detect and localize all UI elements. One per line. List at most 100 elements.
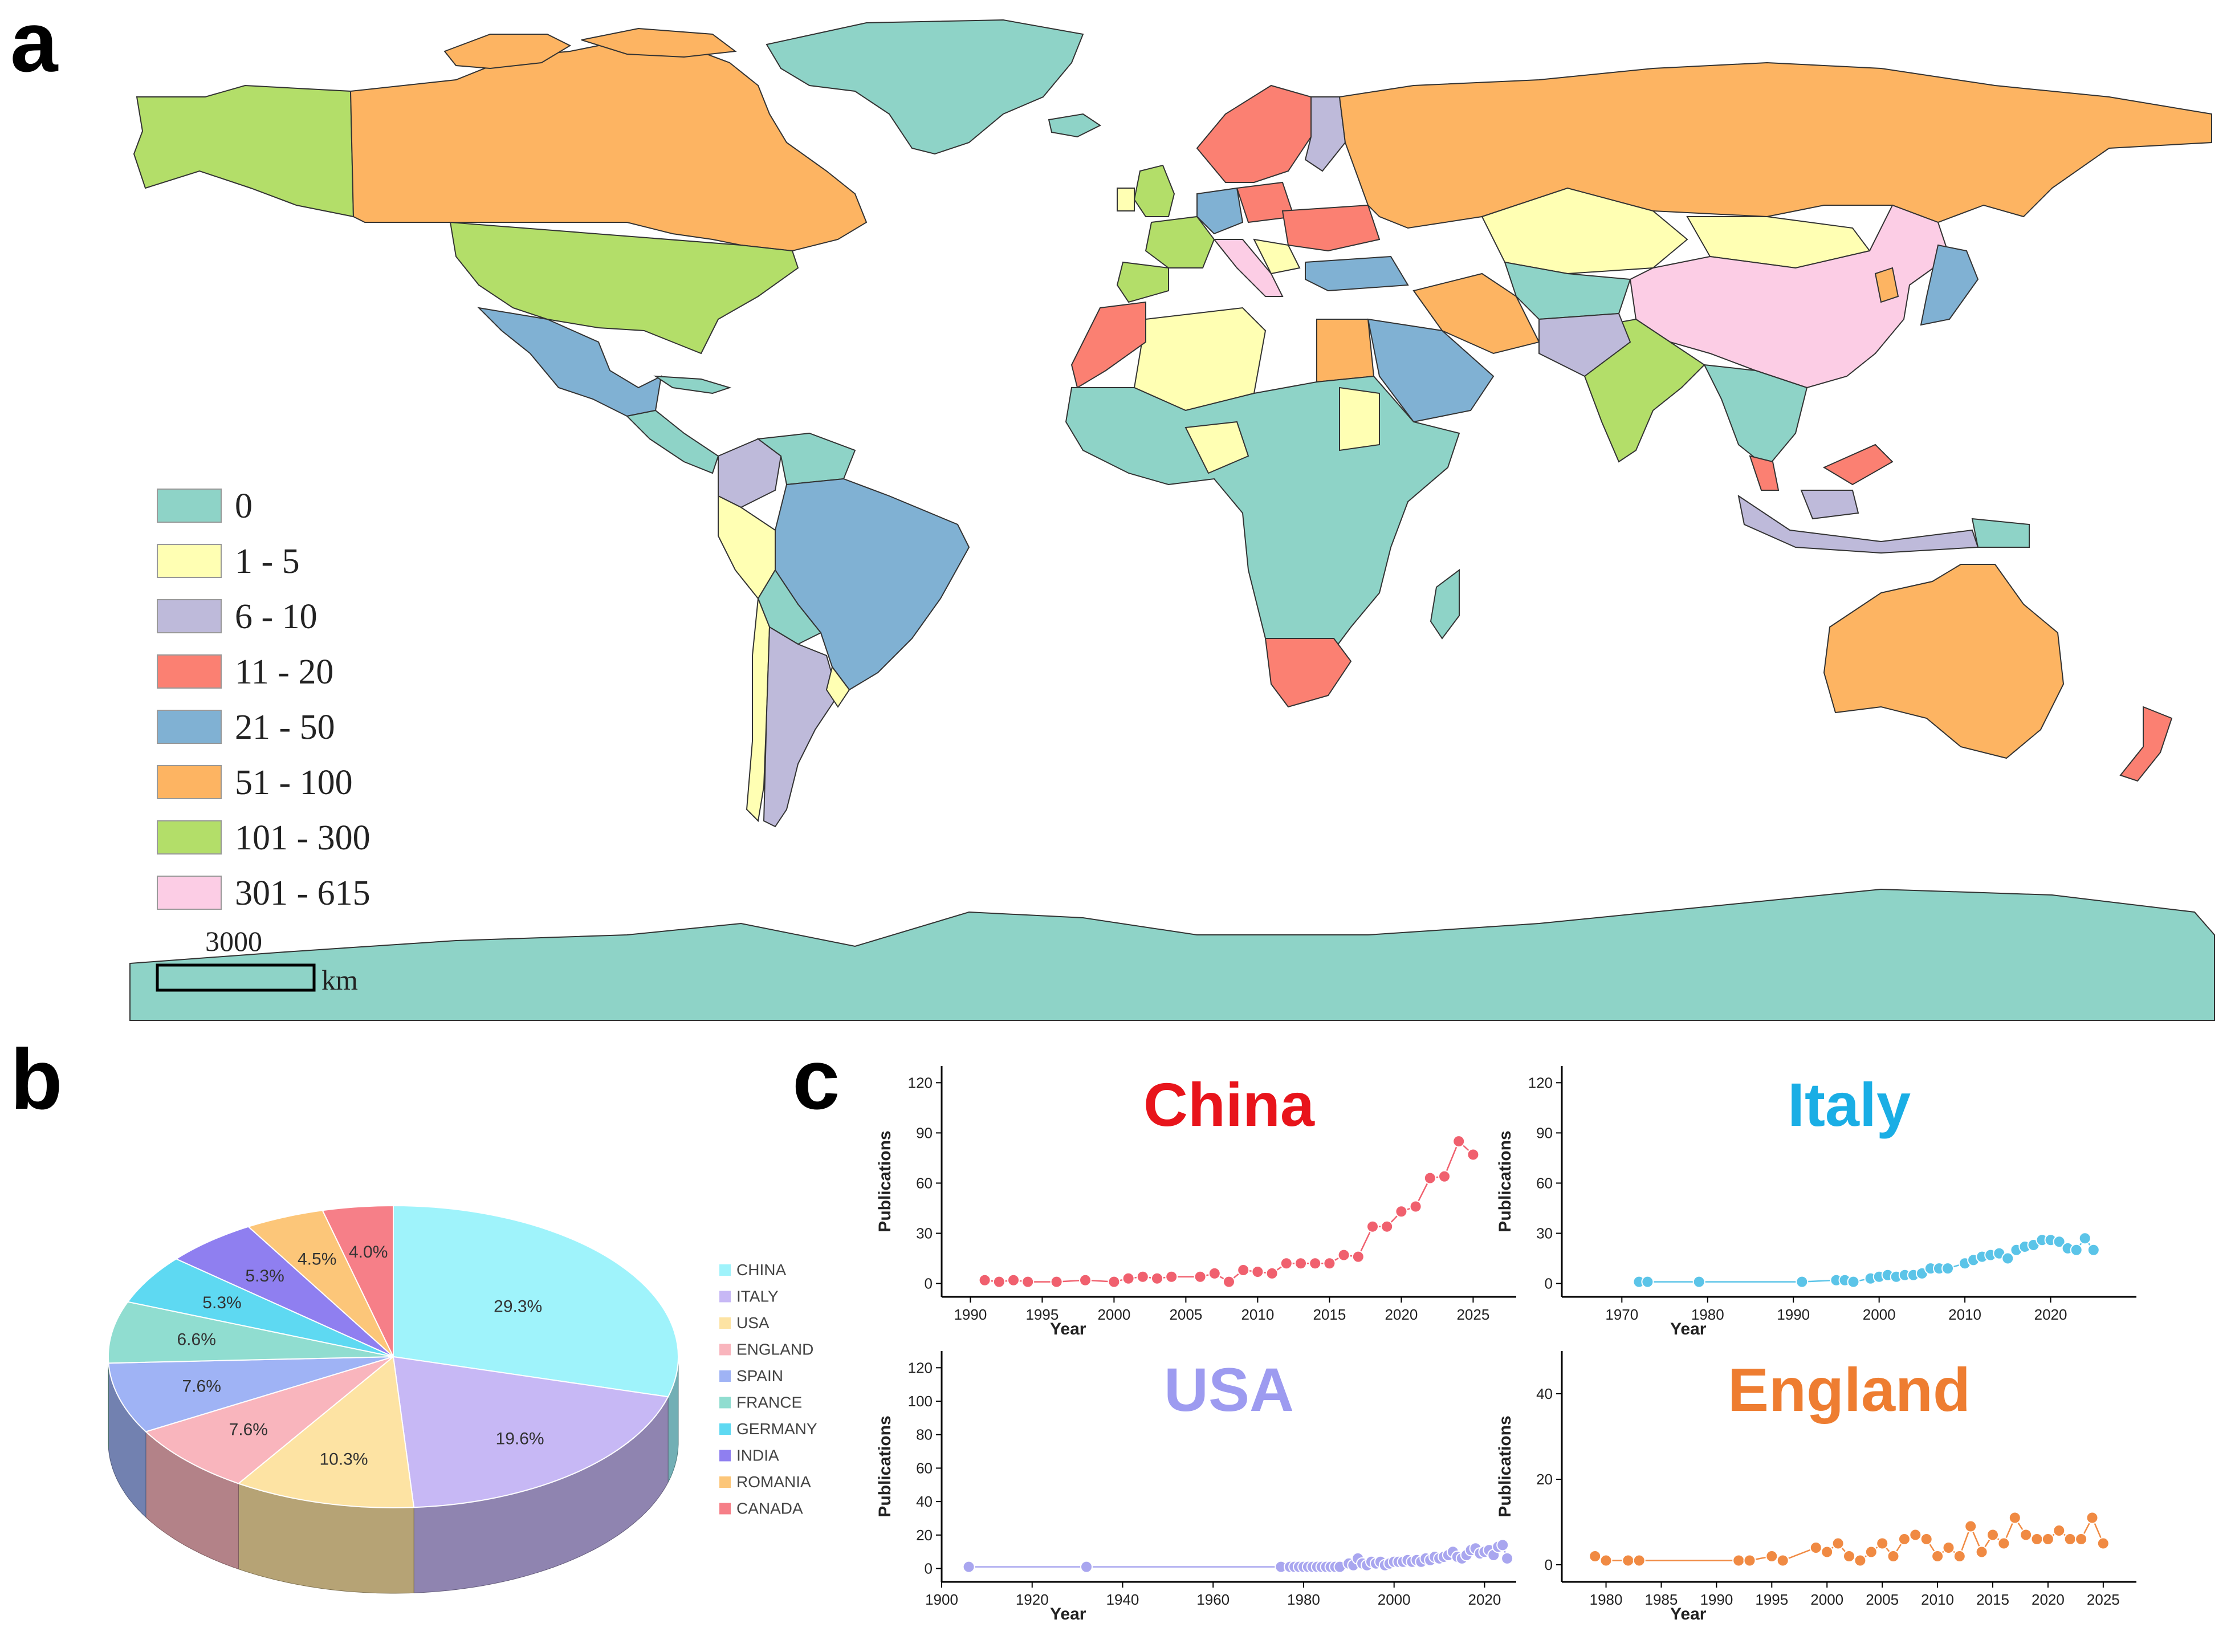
data-point [1975,1545,1988,1559]
legend-swatch [157,876,222,910]
data-point [978,1273,991,1287]
chart-title: USA [1164,1355,1294,1424]
x-tick-label: 2000 [1378,1591,1411,1608]
pie-slice-spain [108,1356,394,1433]
region-antarctica [129,888,2215,1021]
data-point [2070,1243,2083,1256]
data-point [1409,1200,1422,1213]
data-point [1796,1275,1809,1288]
country-iceland [1048,113,1101,138]
line-chart-england: 0 20 40 1980 1985 1990 1995 2000 2005 2010 2015 202… [1496,1351,2136,1623]
country-africa [1065,375,1460,668]
y-tick-label: 0 [1545,1556,1553,1573]
country-egypt [1316,319,1375,383]
scale-bar-value: 3000 [205,925,262,957]
data-point [1909,1528,1922,1541]
pie-legend-swatch [719,1264,731,1276]
country-finland [1304,96,1346,172]
data-point [1467,1148,1480,1161]
x-tick-label: 2010 [1241,1306,1274,1323]
data-point [1050,1275,1063,1288]
pie-legend-swatch [719,1397,731,1409]
y-tick-label: 0 [1545,1275,1553,1292]
pie-legend-swatch [719,1291,731,1303]
chart-title: Italy [1788,1070,1911,1139]
data-point [1108,1275,1121,1288]
data-point [1743,1554,1756,1567]
data-point [2008,1511,2021,1524]
chart-title: China [1143,1070,1315,1139]
legend-swatch [157,599,222,633]
legend-label: 1 - 5 [235,542,300,581]
y-tick-label: 100 [908,1393,933,1410]
pie-slice-label: 4.0% [349,1243,388,1262]
country-new-zealand [2119,706,2173,782]
x-tick-label: 1970 [1605,1306,1638,1323]
data-point [1452,1135,1465,1148]
pie-slice-label: 10.3% [319,1450,368,1469]
caribbean [653,375,732,394]
x-tick-label: 1990 [1777,1306,1810,1323]
pie-slice-india [174,1226,394,1357]
legend-swatch [157,544,222,578]
data-point [1080,1560,1093,1573]
pie-legend-label: USA [736,1314,770,1332]
panel-label-b: b [10,1031,63,1127]
line-chart-china: 0 30 60 90 120 1990 1995 2000 2005 2010 2015 2020 20… [876,1066,1516,1338]
x-tick-label: 2015 [1976,1591,2009,1608]
x-tick-label: 1990 [954,1306,987,1323]
data-point [1294,1257,1307,1270]
country-spain [1116,261,1169,303]
x-tick-label: 2005 [1866,1591,1899,1608]
y-axis-title: Publications [876,1415,894,1517]
data-point [1007,1273,1020,1287]
x-tick-label: 1960 [1196,1591,1230,1608]
x-tick-label: 1980 [1590,1591,1623,1608]
country-balkans [1253,238,1301,275]
country-italy [1212,239,1284,297]
pie-legend-label: SPAIN [736,1367,783,1385]
pie-slice-label: 7.6% [182,1377,221,1395]
pie-chart: 29.3% 19.6% 10.3% 7.6% 7.6% 6.6% 5.3%5.3% 4.5% 4… [107,1205,679,1594]
data-point [1847,1275,1860,1288]
y-tick-label: 0 [925,1275,933,1292]
pie-legend-label: CHINA [736,1261,786,1279]
y-tick-label: 40 [916,1493,933,1510]
data-point [2063,1533,2077,1545]
data-point [992,1275,1005,1288]
data-point [1765,1550,1778,1563]
data-point [1964,1520,1977,1533]
data-point [1165,1270,1178,1283]
legend-label: 301 - 615 [235,874,371,913]
x-tick-label: 2020 [1468,1591,1501,1608]
pie-legend-swatch [719,1423,731,1435]
data-point [1194,1270,1207,1283]
x-tick-label: 2010 [1948,1306,1981,1323]
pie-legend: CHINA ITALY USA ENGLAND SPAIN FRANCE GERMANY IN… [719,1261,817,1517]
country-romania-ukraine [1281,204,1381,252]
data-point [1865,1545,1878,1559]
pie-slice-france [107,1301,394,1364]
x-tick-label: 1980 [1691,1306,1724,1323]
data-point [1692,1275,1705,1288]
data-point [1920,1533,1933,1545]
pie-slice-china [393,1205,679,1398]
country-china [1629,204,1951,389]
y-tick-label: 0 [925,1560,933,1577]
data-point [1898,1533,1911,1545]
country-saudi-arabia [1367,318,1495,423]
x-tick-label: 1990 [1700,1591,1733,1608]
x-tick-label: 2000 [1097,1306,1130,1323]
map-legend: 0 1 - 5 6 - 10 11 - 20 21 - 50 51 - 100 101 - … [157,487,371,913]
pie-slice-germany [127,1258,394,1357]
country-argentina [763,626,839,828]
country-uk [1133,164,1175,217]
x-tick-label: 2000 [1863,1306,1896,1323]
data-point [1337,1248,1350,1262]
country-south-africa [1264,638,1352,708]
data-point [2053,1235,2066,1248]
pie-legend-label: ITALY [736,1288,779,1305]
y-tick-label: 120 [908,1359,933,1376]
y-axis-title: Publications [1496,1415,1515,1517]
